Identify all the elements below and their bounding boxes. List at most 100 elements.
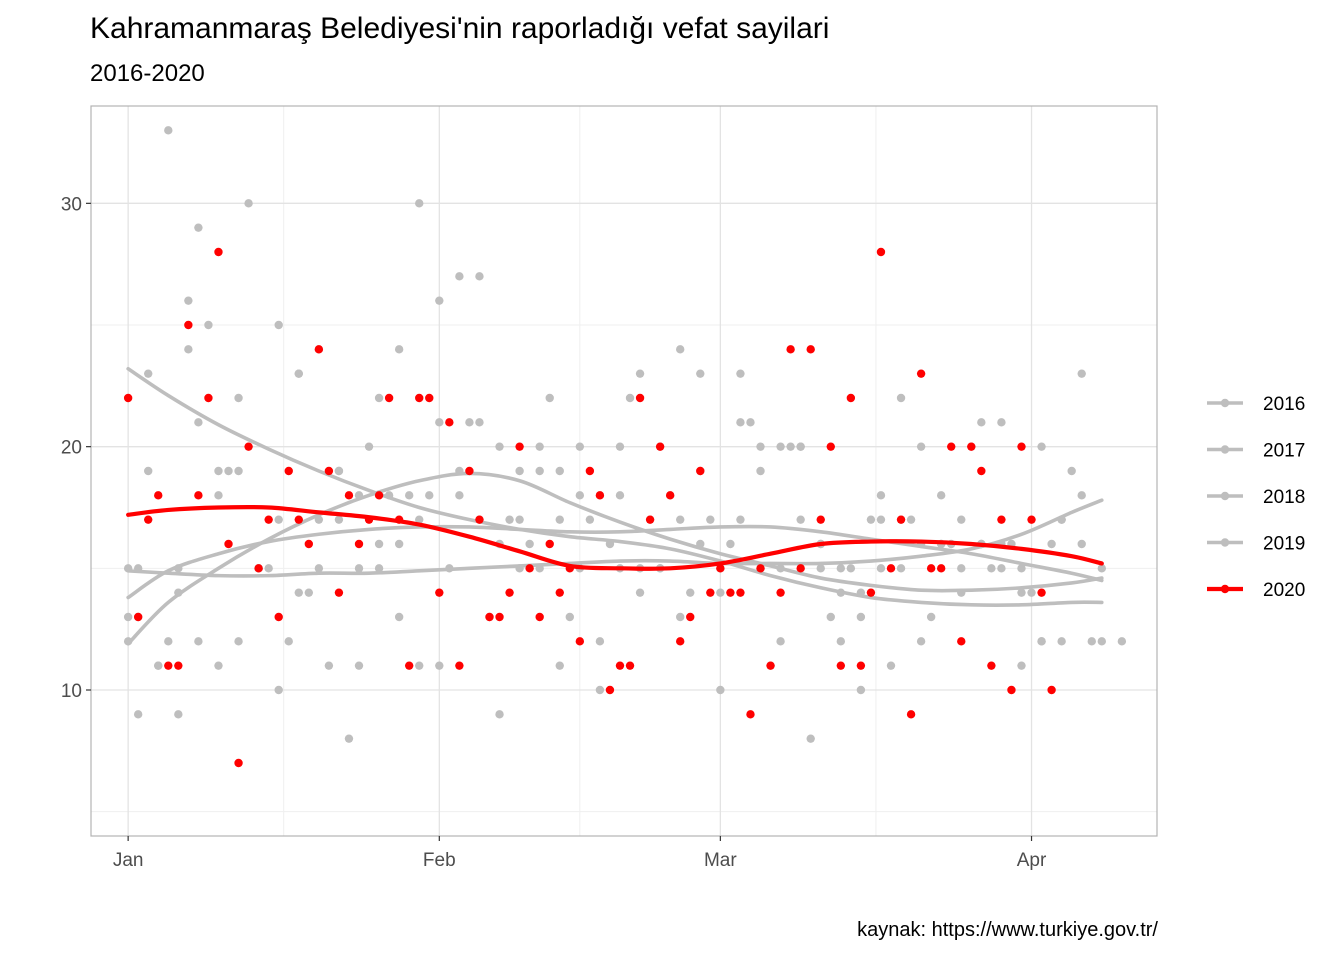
point-2018 [214, 661, 223, 670]
point-2016 [515, 515, 524, 524]
point-2018 [515, 564, 524, 573]
point-2019 [1117, 637, 1127, 646]
point-2020 [906, 710, 916, 719]
point-2020 [204, 393, 213, 403]
point-2020 [706, 588, 715, 597]
point-2020 [264, 515, 273, 524]
chart-title: Kahramanmaraş Belediyesi'nin raporladığı… [90, 12, 830, 45]
point-2018 [756, 466, 765, 476]
point-2019 [194, 637, 203, 646]
x-tick-label: Feb [423, 850, 456, 871]
point-2018 [1057, 515, 1066, 524]
trend-line-2016 [126, 367, 1104, 607]
point-2019 [475, 418, 484, 427]
point-2020 [625, 661, 635, 670]
point-2016 [635, 588, 645, 597]
x-tick-label: Mar [704, 850, 737, 871]
point-2018 [394, 539, 404, 549]
legend-item-2018: 2018 [1207, 487, 1305, 508]
point-2018 [555, 466, 564, 476]
point-2016 [977, 418, 986, 427]
point-2020 [756, 564, 765, 573]
point-2019 [495, 710, 504, 719]
point-2016 [555, 515, 564, 524]
point-2017 [505, 515, 514, 524]
point-2019 [154, 661, 163, 670]
point-2020 [826, 442, 835, 451]
point-2020 [947, 442, 956, 451]
point-2020 [696, 466, 705, 476]
point-2018 [776, 564, 785, 573]
point-2016 [615, 442, 625, 451]
point-2020 [686, 612, 695, 622]
point-2020 [234, 758, 243, 768]
point-2020 [1017, 442, 1026, 451]
point-2016 [214, 466, 223, 476]
point-2020 [465, 466, 474, 476]
point-2020 [154, 491, 163, 500]
point-2020 [645, 515, 655, 524]
point-2016 [164, 637, 173, 646]
point-2020 [816, 515, 825, 524]
point-2017 [465, 418, 474, 427]
point-2020 [515, 442, 524, 451]
point-2019 [435, 661, 444, 670]
point-2019 [415, 515, 424, 524]
point-2020 [876, 247, 886, 257]
point-2019 [997, 418, 1006, 427]
point-2020 [324, 466, 334, 476]
point-2019 [756, 442, 765, 451]
point-2020 [485, 612, 494, 622]
point-2016 [354, 661, 364, 670]
point-2019 [575, 442, 585, 451]
point-2018 [535, 442, 544, 451]
point-2018 [415, 199, 424, 208]
point-2020 [665, 491, 675, 500]
point-2016 [957, 588, 966, 597]
point-2020 [334, 588, 344, 597]
point-2016 [1017, 588, 1026, 597]
point-2017 [686, 588, 695, 597]
point-2020 [174, 661, 183, 670]
point-2020 [585, 466, 595, 476]
legend-label: 2020 [1263, 580, 1305, 601]
point-2020 [374, 491, 384, 500]
point-2020 [123, 393, 133, 403]
point-2020 [936, 564, 946, 573]
grid-layer [91, 106, 1157, 836]
point-2019 [214, 491, 223, 500]
point-2020 [133, 612, 143, 622]
point-2016 [194, 418, 203, 427]
point-2020 [384, 393, 394, 403]
y-tick-label: 20 [61, 438, 82, 459]
legend-label: 2019 [1263, 534, 1305, 555]
point-2019 [1017, 564, 1026, 573]
point-2019 [1097, 564, 1106, 573]
point-2017 [123, 637, 133, 646]
point-2018 [1037, 442, 1046, 451]
point-2016 [936, 491, 946, 500]
point-2018 [1077, 539, 1086, 549]
point-2016 [776, 442, 785, 451]
point-2016 [676, 515, 685, 524]
point-2016 [274, 685, 283, 695]
point-2018 [736, 369, 745, 378]
point-2020 [836, 661, 846, 670]
point-2017 [284, 637, 293, 646]
point-2019 [394, 345, 404, 354]
trend-layer [126, 367, 1104, 646]
point-2016 [736, 418, 745, 427]
point-2019 [916, 637, 926, 646]
point-2017 [545, 393, 554, 403]
point-2016 [314, 515, 324, 524]
point-2020 [655, 442, 665, 451]
point-2017 [184, 345, 193, 354]
point-2020 [545, 539, 554, 549]
point-2018 [194, 223, 203, 232]
point-2019 [856, 588, 866, 597]
point-2019 [816, 564, 825, 573]
point-2020 [1047, 685, 1056, 695]
point-2017 [1087, 637, 1096, 646]
point-2019 [334, 466, 344, 476]
